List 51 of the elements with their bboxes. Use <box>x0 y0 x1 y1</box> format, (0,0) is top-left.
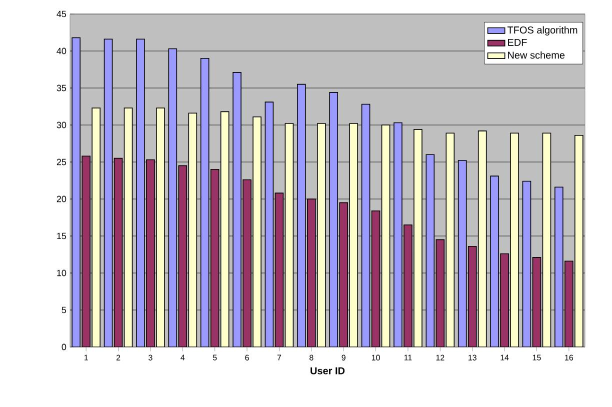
x-tick-label: 4 <box>180 354 185 360</box>
y-tick-label: 25 <box>56 158 66 166</box>
y-tick-label: 0 <box>62 344 66 350</box>
x-tick-label: 6 <box>245 354 249 360</box>
x-tick-label: 8 <box>310 354 314 360</box>
bar <box>436 239 445 347</box>
x-axis-title: User ID <box>310 367 345 374</box>
y-tick-label: 10 <box>57 270 66 276</box>
y-tick-label: 5 <box>62 306 66 314</box>
x-tick-label: 10 <box>372 354 380 360</box>
bar <box>114 158 123 347</box>
x-tick-label: 15 <box>532 354 541 360</box>
y-tick-label: 15 <box>57 232 66 240</box>
x-tick-label: 2 <box>116 354 120 360</box>
bar <box>104 38 113 347</box>
bar <box>542 132 552 347</box>
bar <box>426 154 435 347</box>
bar <box>274 192 284 347</box>
x-tick-label: 1 <box>84 354 88 360</box>
bar <box>361 104 370 347</box>
bar <box>124 108 133 347</box>
legend-label: New scheme <box>508 51 565 59</box>
x-tick-label: 7 <box>277 354 282 360</box>
x-tick-label: 5 <box>212 354 217 360</box>
bar <box>178 165 188 347</box>
x-tick-label: 12 <box>436 354 444 360</box>
x-tick-label: 14 <box>500 354 509 360</box>
x-tick-label: 9 <box>342 354 346 360</box>
x-tick-label: 13 <box>468 354 476 360</box>
bar <box>188 112 198 347</box>
x-tick-label: 3 <box>148 354 152 360</box>
bar <box>210 169 220 347</box>
bar <box>200 58 210 347</box>
legend-label: EDF <box>508 38 527 46</box>
y-tick-label: 45 <box>56 10 66 18</box>
bar <box>446 132 455 347</box>
y-tick-label: 40 <box>56 48 66 54</box>
bar <box>371 210 380 347</box>
bar <box>264 102 274 347</box>
y-tick-label: 20 <box>56 196 66 202</box>
bar <box>168 48 178 347</box>
bar <box>522 180 532 347</box>
y-tick-label: 30 <box>56 122 66 128</box>
bar <box>532 257 542 347</box>
bar <box>284 123 294 347</box>
x-tick-label: 11 <box>404 354 412 360</box>
y-tick-label: 35 <box>56 84 66 92</box>
bar <box>381 124 390 347</box>
bar <box>220 111 230 347</box>
x-tick-label: 16 <box>565 354 574 360</box>
legend-label: TFOS algorithm <box>507 26 578 36</box>
